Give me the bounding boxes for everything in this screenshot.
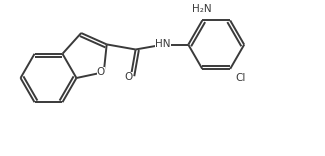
Text: H₂N: H₂N [192,4,212,14]
Text: O: O [97,67,105,77]
Text: HN: HN [155,39,171,49]
Text: O: O [125,72,133,82]
Text: Cl: Cl [235,73,246,83]
